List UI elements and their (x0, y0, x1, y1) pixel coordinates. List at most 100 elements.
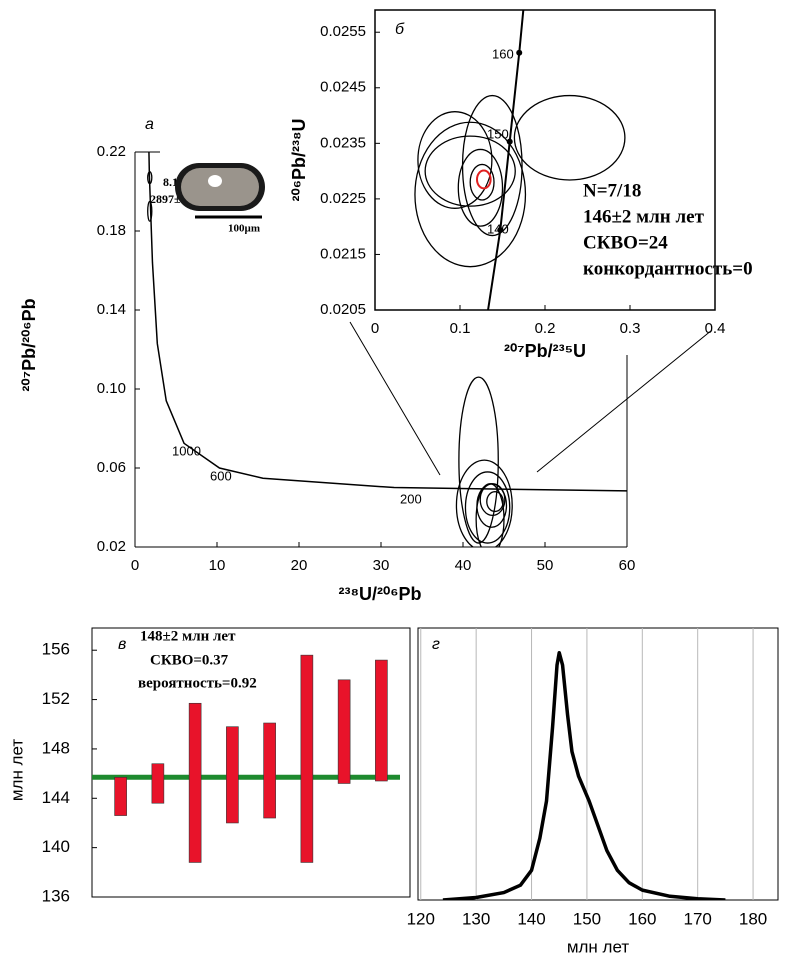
x-tick-label: 20 (291, 557, 308, 574)
y-tick-label: 0.02 (97, 538, 126, 555)
x-tick-label: 120 (407, 909, 435, 928)
y-tick-label: 152 (42, 689, 70, 708)
age-label: 1000 (172, 443, 201, 458)
y-tick-label: 156 (42, 640, 70, 659)
error-ellipse (475, 483, 505, 547)
y-tick-label: 0.0255 (320, 23, 366, 40)
x-tick-label: 0.1 (450, 320, 471, 337)
concordia-point (506, 138, 513, 145)
age-label: 150 (487, 126, 509, 141)
y-tick-label: 0.0215 (320, 245, 366, 262)
panel-b: 0.0205 0.0215 0.0225 0.0235 0.0245 0.0255 0 0.1… (289, 9, 753, 361)
y-tick-label: 0.22 (97, 143, 126, 160)
annotation: СКВО=24 (583, 232, 668, 253)
panel-g: 120 130 140 150 160 170 180 млн лет г (407, 627, 779, 956)
y-axis-title: ²⁰⁶Pb/²³⁸U (289, 119, 309, 202)
error-bar (188, 702, 202, 863)
error-bar (151, 763, 165, 804)
error-ellipse (458, 376, 499, 544)
panel-label: в (118, 636, 126, 653)
x-tick-label: 0.4 (705, 320, 726, 337)
plot-frame (374, 9, 716, 311)
x-tick-label: 140 (517, 909, 545, 928)
error-bar (226, 726, 239, 824)
mean-ellipse (476, 169, 492, 190)
error-ellipse (455, 459, 513, 547)
x-axis-title: ²⁰⁷Pb/²³⁵U (504, 341, 586, 361)
annotation: 146±2 млн лет (583, 206, 705, 227)
density-curve (442, 650, 726, 900)
error-ellipse (147, 200, 153, 222)
age-label: 160 (492, 46, 514, 61)
y-tick-label: 0.0225 (320, 190, 366, 207)
error-ellipse (147, 171, 153, 185)
error-ellipse (486, 491, 504, 513)
error-ellipse (414, 121, 527, 268)
x-tick-label: 160 (628, 909, 656, 928)
y-tick-label: 0.0205 (320, 301, 366, 318)
x-axis-title: ²³⁸U/²⁰⁶Pb (339, 584, 422, 604)
annotation: конкордантность=0 (583, 258, 753, 279)
x-tick-label: 180 (739, 909, 767, 928)
annotation: 8.1 (163, 175, 178, 189)
y-tick-label: 140 (42, 837, 70, 856)
y-tick-label: 136 (42, 886, 70, 905)
x-tick-label: 0 (371, 320, 379, 337)
error-ellipse (417, 111, 493, 209)
y-tick-label: 0.0245 (320, 79, 366, 96)
x-tick-label: 150 (573, 909, 601, 928)
error-bar (114, 777, 127, 816)
age-label: 200 (400, 491, 422, 506)
zircon-image (175, 163, 265, 219)
connector-line (349, 321, 441, 476)
y-tick-label: 0.10 (97, 380, 126, 397)
plot-area (147, 152, 627, 547)
panel-v: 136 140 144 148 152 156 млн лет в 148±2 млн лет С… (7, 627, 411, 905)
error-ellipse (469, 163, 495, 201)
error-ellipse (424, 135, 516, 207)
plot-area (414, 10, 626, 310)
x-tick-label: 0.3 (620, 320, 641, 337)
x-axis-title: млн лет (567, 937, 630, 956)
plot-area (442, 650, 726, 900)
x-tick-label: 40 (455, 557, 472, 574)
error-bar (375, 659, 388, 782)
y-tick-label: 0.0235 (320, 134, 366, 151)
x-tick-label: 30 (373, 557, 390, 574)
x-tick-label: 10 (209, 557, 226, 574)
x-tick-label: 0.2 (535, 320, 556, 337)
x-tick-label: 170 (684, 909, 712, 928)
error-bar (300, 654, 314, 863)
panel-label: б (395, 21, 405, 38)
error-ellipse (464, 471, 511, 544)
y-tick-label: 148 (42, 738, 70, 757)
spot (208, 175, 222, 187)
error-ellipse (457, 148, 504, 227)
age-label: 600 (210, 468, 232, 483)
age-label: 140 (487, 221, 509, 236)
annotation: вероятность=0.92 (138, 675, 257, 691)
y-tick-label: 0.14 (97, 301, 126, 318)
concordia-point (516, 49, 523, 56)
annotation: 148±2 млн лет (140, 628, 236, 644)
x-tick-label: 60 (619, 557, 636, 574)
y-axis-title: ²⁰⁷Pb/²⁰⁶Pb (19, 298, 39, 391)
x-tick-label: 130 (462, 909, 490, 928)
y-tick-label: 144 (42, 788, 70, 807)
error-ellipse (513, 94, 626, 181)
annotation: 100µm (228, 223, 260, 235)
error-bar (337, 679, 351, 784)
plot-frame (91, 627, 411, 898)
panel-a: 0.020.060.100.140.180.220 10 20 30 40 50 60²³⁸… (19, 116, 636, 604)
x-tick-label: 50 (537, 557, 554, 574)
error-bar (263, 722, 276, 819)
connector-line (536, 329, 713, 473)
annotation: N=7/18 (583, 180, 641, 201)
connectors (349, 321, 713, 476)
panel-label: г (432, 636, 440, 653)
grain-core (181, 168, 259, 206)
y-tick-label: 0.18 (97, 222, 126, 239)
panel-label: а (145, 116, 154, 133)
